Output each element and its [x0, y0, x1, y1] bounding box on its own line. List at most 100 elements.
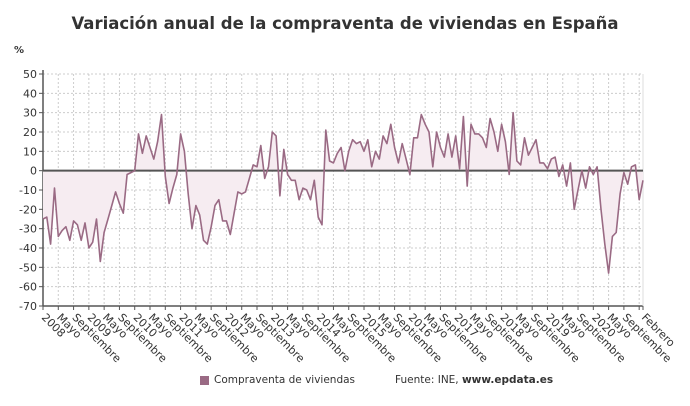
- data-point: [378, 158, 380, 160]
- source-prefix: Fuente: INE,: [395, 374, 462, 386]
- data-point: [153, 158, 155, 160]
- y-tick-label: 10: [23, 145, 37, 158]
- data-point: [149, 146, 151, 148]
- data-point: [527, 154, 529, 156]
- data-point: [466, 185, 468, 187]
- data-point: [118, 202, 120, 204]
- data-point: [393, 146, 395, 148]
- data-point: [359, 141, 361, 143]
- y-tick-label: 0: [30, 165, 37, 178]
- data-point: [160, 113, 162, 115]
- data-point: [156, 141, 158, 143]
- data-point: [256, 166, 258, 168]
- data-point: [348, 150, 350, 152]
- data-point: [565, 185, 567, 187]
- data-point: [225, 220, 227, 222]
- data-point: [237, 191, 239, 193]
- data-point: [176, 173, 178, 175]
- data-point: [264, 177, 266, 179]
- data-point: [474, 133, 476, 135]
- data-point: [485, 146, 487, 148]
- data-point: [585, 187, 587, 189]
- y-tick-label: 30: [23, 107, 37, 120]
- data-point: [332, 162, 334, 164]
- data-point: [214, 204, 216, 206]
- data-point: [634, 164, 636, 166]
- data-point: [439, 146, 441, 148]
- data-point: [619, 193, 621, 195]
- data-point: [390, 123, 392, 125]
- data-point: [317, 216, 319, 218]
- y-tick-label: -10: [19, 184, 37, 197]
- y-tick-label: -50: [19, 261, 37, 274]
- data-point: [351, 139, 353, 141]
- data-point: [638, 199, 640, 201]
- y-tick-label: -20: [19, 203, 37, 216]
- y-tick-label: 20: [23, 126, 37, 139]
- data-point: [141, 152, 143, 154]
- data-point: [126, 173, 128, 175]
- source-text: Fuente: INE, www.epdata.es: [395, 374, 553, 386]
- data-point: [134, 170, 136, 172]
- data-point: [371, 166, 373, 168]
- data-point: [53, 187, 55, 189]
- data-point: [260, 144, 262, 146]
- data-point: [600, 208, 602, 210]
- data-point: [405, 158, 407, 160]
- data-point: [271, 131, 273, 133]
- y-tick-label: -60: [19, 281, 37, 294]
- data-point: [493, 131, 495, 133]
- data-point: [428, 131, 430, 133]
- data-point: [179, 133, 181, 135]
- data-point: [221, 220, 223, 222]
- data-point: [340, 146, 342, 148]
- data-point: [623, 171, 625, 173]
- data-point: [611, 235, 613, 237]
- data-point: [386, 142, 388, 144]
- data-point: [413, 137, 415, 139]
- data-point: [313, 179, 315, 181]
- data-point: [604, 243, 606, 245]
- data-point: [229, 233, 231, 235]
- data-point: [569, 162, 571, 164]
- data-point: [302, 187, 304, 189]
- data-point: [455, 135, 457, 137]
- data-point: [267, 166, 269, 168]
- data-point: [164, 175, 166, 177]
- data-point: [458, 168, 460, 170]
- data-point: [562, 164, 564, 166]
- data-point: [550, 158, 552, 160]
- data-point: [321, 224, 323, 226]
- series-area-fill: [43, 112, 643, 274]
- data-point: [432, 166, 434, 168]
- data-point: [416, 137, 418, 139]
- data-point: [290, 179, 292, 181]
- y-tick-label: -40: [19, 242, 37, 255]
- data-point: [447, 133, 449, 135]
- data-point: [592, 173, 594, 175]
- data-point: [233, 212, 235, 214]
- data-point: [49, 243, 51, 245]
- data-point: [107, 218, 109, 220]
- data-point: [489, 117, 491, 119]
- data-point: [607, 272, 609, 274]
- y-tick-label: 40: [23, 87, 37, 100]
- data-point: [481, 137, 483, 139]
- data-point: [195, 204, 197, 206]
- data-point: [497, 150, 499, 152]
- data-point: [218, 199, 220, 201]
- data-point: [309, 199, 311, 201]
- legend: Compraventa de viviendas Fuente: INE, ww…: [200, 374, 553, 386]
- data-point: [642, 179, 644, 181]
- source-site: www.epdata.es: [461, 374, 554, 386]
- data-point: [252, 164, 254, 166]
- data-point: [248, 177, 250, 179]
- data-point: [581, 170, 583, 172]
- data-point: [363, 150, 365, 152]
- data-point: [504, 141, 506, 143]
- chart-title: Variación anual de la compraventa de viv…: [71, 14, 619, 33]
- data-point: [145, 135, 147, 137]
- data-point: [206, 243, 208, 245]
- data-point: [191, 228, 193, 230]
